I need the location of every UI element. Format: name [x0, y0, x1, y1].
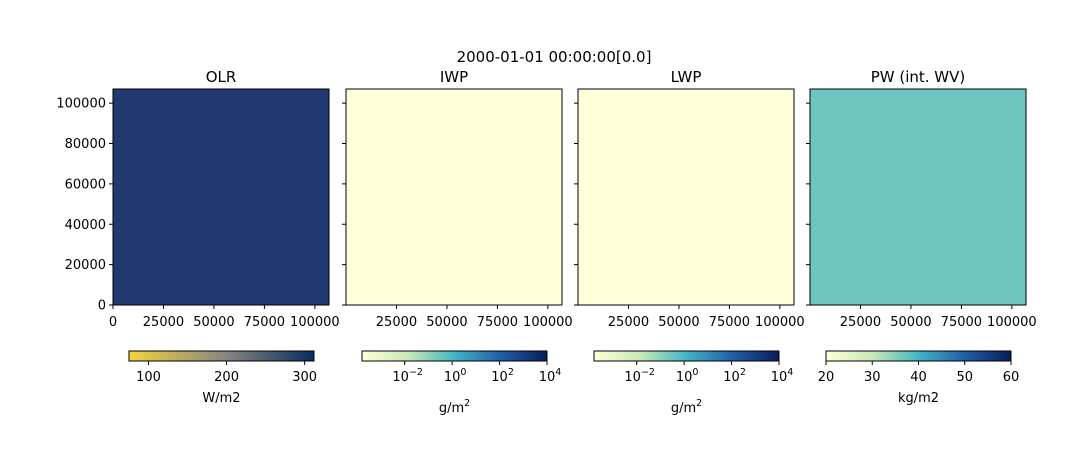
- colorbar-tick-label: 102: [723, 367, 746, 385]
- colorbar-tick-label: 100: [444, 367, 467, 385]
- panel-frame: [345, 88, 563, 306]
- panel-frame: [577, 88, 795, 306]
- colorbar-label: g/m2: [439, 398, 470, 416]
- colorbar-tick-label: 30: [864, 370, 881, 385]
- panel-title: PW (int. WV): [871, 68, 966, 86]
- colorbar-fill: [362, 351, 547, 361]
- colorbar-frame: [593, 350, 780, 362]
- colorbar: 10−2 100 102 104 g/m2: [593, 350, 794, 416]
- colorbar-fill: [594, 351, 779, 361]
- colorbar-tick-label: 104: [539, 367, 562, 385]
- colorbar-tick-label: 300: [292, 370, 317, 385]
- x-tick-label: 25000: [840, 315, 881, 330]
- x-tick-label: 100000: [755, 315, 805, 330]
- panel-frame: [809, 88, 1027, 306]
- colorbar-label: kg/m2: [898, 391, 939, 406]
- colorbar-tick-label: 10−2: [624, 367, 655, 385]
- panel-field: [346, 89, 562, 305]
- colorbar-tick-label: 102: [491, 367, 514, 385]
- panel-frame: [112, 88, 330, 306]
- colorbar-fill: [129, 351, 314, 361]
- x-tick-label: 75000: [709, 315, 750, 330]
- colorbar-tick-label: 10−2: [392, 367, 423, 385]
- x-tick-label: 50000: [193, 315, 234, 330]
- panel-3: LWP 25000 50000 75000 100000 10−2 100 102 104 g/m…: [574, 68, 805, 416]
- x-tick-label: 50000: [426, 315, 467, 330]
- y-tick-label: 80000: [65, 137, 106, 152]
- panel-field: [810, 89, 1026, 305]
- panel-field: [578, 89, 794, 305]
- x-tick-label: 100000: [290, 315, 340, 330]
- y-tick-label: 40000: [65, 218, 106, 233]
- colorbar: 10−2 100 102 104 g/m2: [361, 350, 562, 416]
- x-tick-label: 75000: [941, 315, 982, 330]
- panels: OLR 0 25000 50000 75000 100000 0 20000 40000 6000…: [56, 68, 1036, 416]
- colorbar-tick-label: 200: [214, 370, 239, 385]
- colorbar-tick-label: 100: [676, 367, 699, 385]
- x-tick-label: 75000: [477, 315, 518, 330]
- colorbar-tick-label: 100: [136, 370, 161, 385]
- y-tick-label: 0: [98, 299, 106, 314]
- panel-title: IWP: [440, 68, 468, 86]
- y-tick-label: 60000: [65, 177, 106, 192]
- x-tick-label: 50000: [658, 315, 699, 330]
- x-tick-label: 100000: [987, 315, 1037, 330]
- panel-title: LWP: [671, 68, 702, 86]
- colorbar: 20 30 40 50 60 kg/m2: [818, 350, 1020, 406]
- colorbar-fill: [826, 351, 1011, 361]
- colorbar-tick-label: 104: [771, 367, 794, 385]
- panel-1: OLR 0 25000 50000 75000 100000 0 20000 40000 6000…: [56, 68, 339, 406]
- x-tick-label: 50000: [890, 315, 931, 330]
- x-tick-label: 75000: [244, 315, 285, 330]
- panel-2: IWP 25000 50000 75000 100000 10−2 100 102 104 g/m…: [342, 68, 573, 416]
- colorbar-frame: [128, 350, 315, 362]
- x-tick-label: 25000: [143, 315, 184, 330]
- colorbar-tick-label: 60: [1003, 370, 1020, 385]
- colorbar-tick-label: 40: [910, 370, 927, 385]
- x-tick-label: 100000: [523, 315, 573, 330]
- panel-field: [113, 89, 329, 305]
- colorbar-label: W/m2: [202, 391, 240, 406]
- x-tick-label: 25000: [608, 315, 649, 330]
- colorbar-tick-label: 20: [818, 370, 835, 385]
- figure-title: 2000-01-01 00:00:00[0.0]: [457, 48, 652, 66]
- colorbar: 100 200 300 W/m2: [128, 350, 317, 406]
- y-tick-label: 20000: [65, 258, 106, 273]
- y-tick-label: 100000: [56, 97, 106, 112]
- panel-4: PW (int. WV) 25000 50000 75000 100000 20 30 40 5…: [806, 68, 1037, 406]
- x-tick-label: 25000: [376, 315, 417, 330]
- colorbar-frame: [361, 350, 548, 362]
- colorbar-label: g/m2: [671, 398, 702, 416]
- x-tick-label: 0: [109, 315, 117, 330]
- colorbar-tick-label: 50: [956, 370, 973, 385]
- panel-title: OLR: [206, 68, 237, 86]
